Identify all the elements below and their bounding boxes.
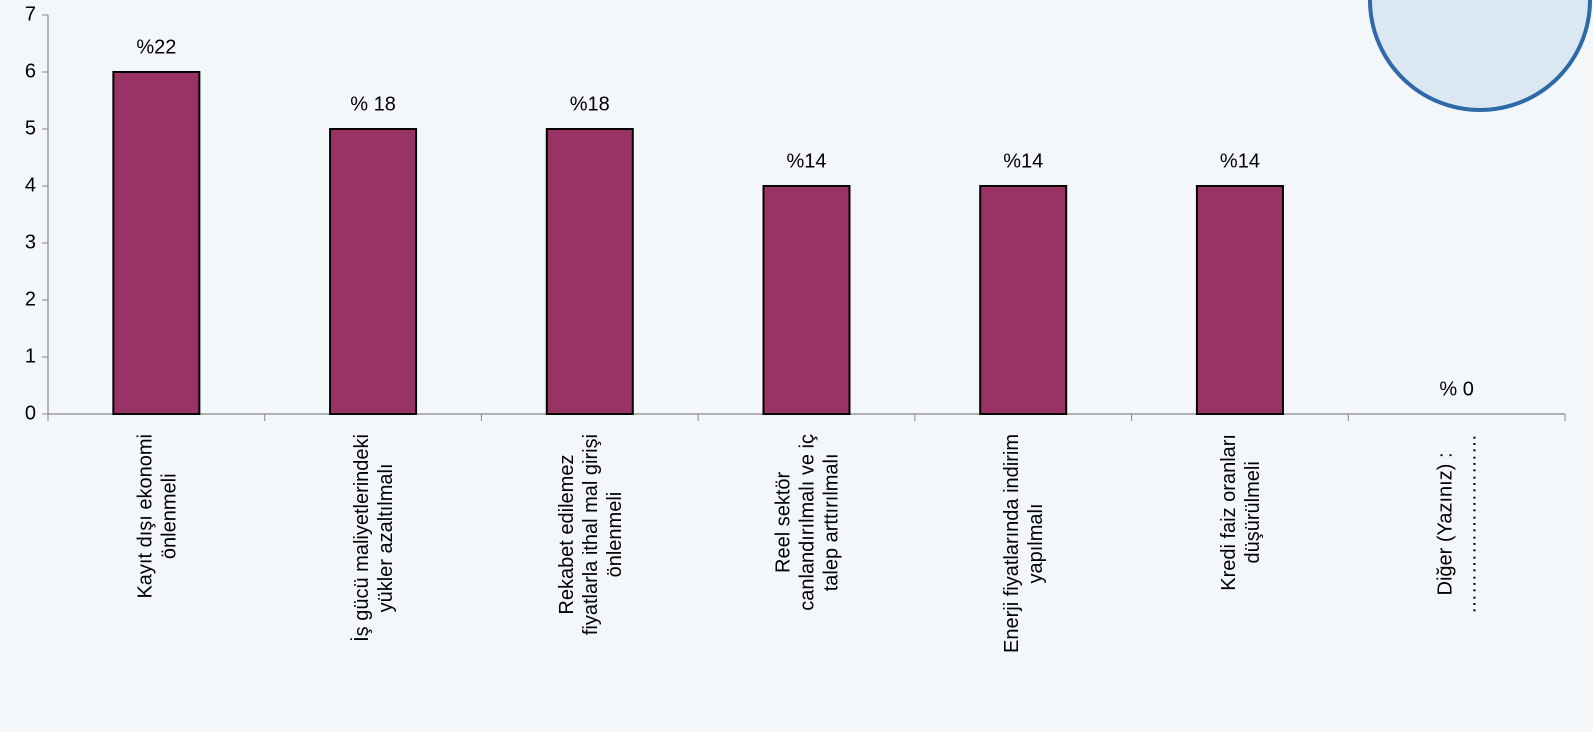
x-tick-label: Enerji fiyatlarında indirim yapılmalı bbox=[1001, 434, 1047, 653]
y-tick-label: 1 bbox=[25, 345, 36, 367]
label-line: önlenmeli bbox=[604, 492, 626, 578]
bar bbox=[1195, 185, 1284, 415]
x-tick-label: İş gücü maliyetlerindeki yükler azaltılma… bbox=[350, 434, 397, 642]
y-tick-label: 5 bbox=[25, 117, 36, 139]
x-tick-label: Kayıt dışı ekonomi önlenmeli bbox=[134, 434, 180, 599]
y-tick-label: 4 bbox=[25, 174, 36, 196]
y-tick-label: 3 bbox=[25, 231, 36, 253]
label-line: Diğer (Yazınız) : bbox=[1435, 453, 1457, 596]
x-tick-label: Rekabet edilemez fiyatlarla ithal mal gir… bbox=[556, 434, 626, 635]
value-label: %22 bbox=[136, 36, 176, 58]
value-label: %14 bbox=[1220, 150, 1260, 172]
label-line: fiyatlarla ithal mal girişi bbox=[580, 434, 602, 635]
y-tick-label: 7 bbox=[25, 3, 36, 25]
label-line: canlandırılmalı ve iç bbox=[797, 434, 819, 611]
y-tick-label: 0 bbox=[25, 402, 36, 424]
label-line: önlenmeli bbox=[158, 473, 180, 559]
label-line: ……………………… bbox=[1459, 434, 1481, 614]
value-label: % 0 bbox=[1439, 378, 1473, 400]
bar bbox=[329, 128, 418, 415]
label-line: yapılmalı bbox=[1025, 503, 1047, 583]
x-tick-label: Kredi faiz oranları düşürülmeli bbox=[1218, 434, 1264, 591]
bar bbox=[112, 71, 201, 415]
y-tick-label: 6 bbox=[25, 60, 36, 82]
bar bbox=[762, 185, 851, 415]
bar bbox=[545, 128, 634, 415]
label-line: Reel sektör bbox=[773, 471, 795, 572]
x-tick-label: Diğer (Yazınız) :……………………… bbox=[1435, 434, 1481, 614]
label-line: Enerji fiyatlarında indirim bbox=[1001, 434, 1023, 653]
label-line: talep arttırılmalı bbox=[821, 453, 843, 591]
value-label: %14 bbox=[786, 150, 826, 172]
y-tick-label: 2 bbox=[25, 288, 36, 310]
label-line: Kredi faiz oranları bbox=[1218, 434, 1240, 591]
label-line: İş gücü maliyetlerindeki bbox=[350, 434, 373, 642]
label-line: düşürülmeli bbox=[1242, 461, 1264, 563]
label-line: yükler azaltılmalı bbox=[375, 463, 397, 612]
value-label: %14 bbox=[1003, 150, 1043, 172]
value-label: % 18 bbox=[350, 93, 396, 115]
logo bbox=[1368, 0, 1592, 112]
value-label: %18 bbox=[570, 93, 610, 115]
x-tick-label: Reel sektör canlandırılmalı ve iç talep ar… bbox=[773, 434, 843, 611]
label-line: Rekabet edilemez bbox=[556, 455, 578, 615]
bar bbox=[979, 185, 1068, 415]
label-line: Kayıt dışı ekonomi bbox=[134, 434, 156, 599]
